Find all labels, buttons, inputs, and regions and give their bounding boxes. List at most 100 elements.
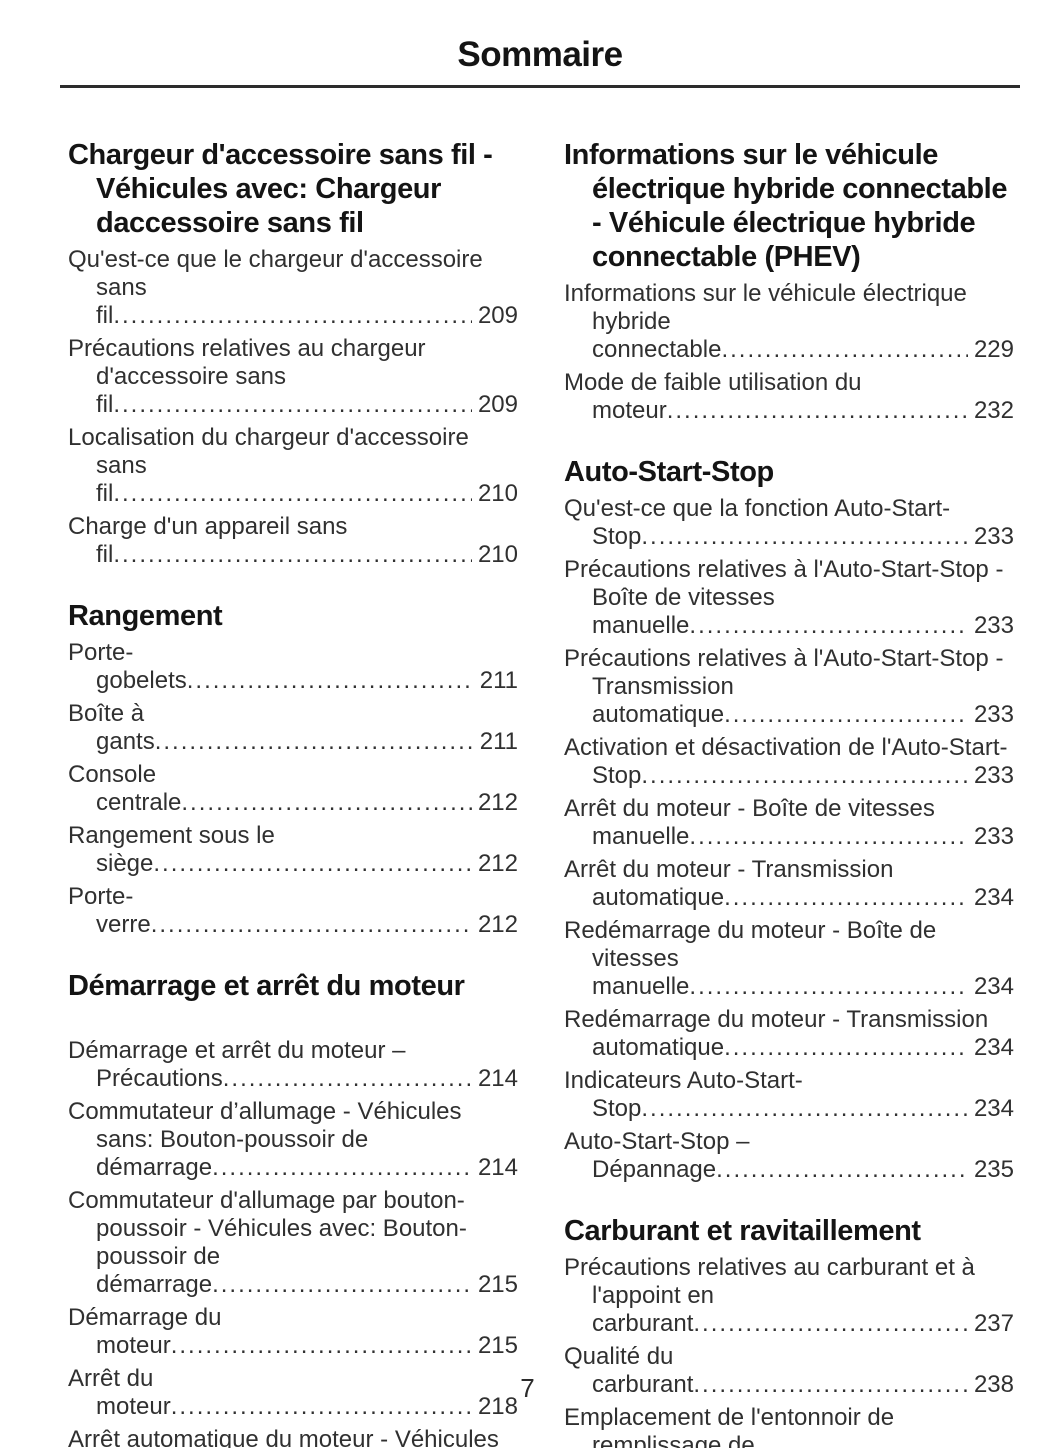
toc-entry-title: Redémarrage du moteur - Transmission aut… bbox=[564, 1006, 989, 1061]
dot-leader bbox=[223, 1065, 518, 1092]
toc-right-column: Informations sur le véhicule électrique … bbox=[564, 138, 1014, 1448]
dot-leader bbox=[689, 823, 1014, 850]
toc-section-carburant: Carburant et ravitaillement Précautions … bbox=[564, 1214, 1014, 1448]
dot-leader bbox=[113, 541, 518, 568]
toc-entry: Démarrage et arrêt du moteur – Précautio… bbox=[68, 1037, 518, 1093]
toc-entry-page-number: 234 bbox=[967, 973, 1014, 1001]
toc-entry-title: Emplacement de l'entonnoir de remplissag… bbox=[564, 1404, 895, 1448]
toc-entry: Précautions relatives à l'Auto-Start-Sto… bbox=[564, 556, 1014, 640]
footer-page-number: 7 bbox=[520, 1373, 535, 1403]
toc-entry-page-number: 212 bbox=[471, 911, 518, 939]
title-divider-rule bbox=[60, 85, 1020, 88]
section-heading: Informations sur le véhicule électrique … bbox=[564, 139, 1008, 273]
dot-leader bbox=[693, 1371, 1014, 1398]
toc-entry-title: Mode de faible utilisation du moteur bbox=[564, 369, 862, 424]
toc-entry-title: Porte-gobelets bbox=[68, 639, 187, 694]
toc-entry-page-number: 211 bbox=[473, 728, 518, 756]
toc-entry-page-number: 235 bbox=[967, 1156, 1014, 1184]
dot-leader bbox=[113, 480, 518, 507]
toc-entry-page-number: 211 bbox=[473, 667, 518, 695]
toc-entry-title: Porte-verre bbox=[68, 883, 151, 938]
toc-entry: Précautions relatives au chargeur d'acce… bbox=[68, 335, 518, 419]
dot-leader bbox=[181, 789, 518, 816]
toc-entry-title: Précautions relatives au carburant et à … bbox=[564, 1254, 975, 1337]
toc-entry-title: Précautions relatives à l'Auto-Start-Sto… bbox=[564, 645, 1004, 728]
toc-entry-page-number: 210 bbox=[471, 480, 518, 508]
toc-section-chargeur: Chargeur d'accessoire sans fil - Véhicul… bbox=[68, 138, 518, 569]
dot-leader bbox=[151, 911, 518, 938]
toc-entry: Arrêt du moteur - Boîte de vitesses manu… bbox=[564, 795, 1014, 851]
section-heading: Auto-Start-Stop bbox=[564, 456, 774, 488]
toc-entry-page-number: 237 bbox=[967, 1310, 1014, 1338]
toc-entry-page-number: 209 bbox=[471, 302, 518, 330]
toc-entry-page-number: 233 bbox=[967, 823, 1014, 851]
toc-section-rangement: Rangement Porte-gobelets 211 Boîte à gant… bbox=[68, 599, 518, 939]
toc-entry-title: Arrêt du moteur bbox=[68, 1365, 171, 1420]
toc-entry: Indicateurs Auto-Start-Stop 234 bbox=[564, 1067, 1014, 1123]
toc-entry-title: Localisation du chargeur d'accessoire sa… bbox=[68, 424, 469, 507]
toc-entry: Emplacement de l'entonnoir de remplissag… bbox=[564, 1404, 1014, 1448]
toc-entry-title: Console centrale bbox=[68, 761, 182, 816]
toc-entry-title: Auto-Start-Stop – Dépannage bbox=[564, 1128, 750, 1183]
toc-entry-page-number: 238 bbox=[967, 1371, 1014, 1399]
dot-leader bbox=[689, 612, 1014, 639]
toc-entry: Mode de faible utilisation du moteur 232 bbox=[564, 369, 1014, 425]
toc-entry: Précautions relatives à l'Auto-Start-Sto… bbox=[564, 645, 1014, 729]
toc-entry-page-number: 233 bbox=[967, 762, 1014, 790]
toc-entry-page-number: 214 bbox=[471, 1065, 518, 1093]
dot-leader bbox=[724, 701, 1014, 728]
dot-leader bbox=[641, 762, 1014, 789]
dot-leader bbox=[153, 850, 518, 877]
toc-entry-page-number: 232 bbox=[967, 397, 1014, 425]
toc-entry-title: Commutateur d'allumage par bouton-pousso… bbox=[68, 1187, 467, 1298]
toc-entry-title: Démarrage du moteur bbox=[68, 1304, 222, 1359]
dot-leader bbox=[155, 728, 518, 755]
toc-entry: Rangement sous le siège 212 bbox=[68, 822, 518, 878]
dot-leader bbox=[667, 397, 1014, 424]
toc-entry-page-number: 214 bbox=[471, 1154, 518, 1182]
toc-entry-title: Indicateurs Auto-Start-Stop bbox=[564, 1067, 803, 1122]
dot-leader bbox=[212, 1271, 518, 1298]
toc-entry-page-number: 234 bbox=[967, 1034, 1014, 1062]
toc-entry-page-number: 212 bbox=[471, 789, 518, 817]
toc-entry-title: Démarrage et arrêt du moteur – Précautio… bbox=[68, 1037, 406, 1092]
dot-leader bbox=[693, 1310, 1014, 1337]
toc-entry: Boîte à gants 211 bbox=[68, 700, 518, 756]
toc-entry-page-number: 212 bbox=[471, 850, 518, 878]
toc-entry-page-number: 218 bbox=[471, 1393, 518, 1421]
dot-leader bbox=[187, 667, 518, 694]
toc-entry: Charge d'un appareil sans fil 210 bbox=[68, 513, 518, 569]
toc-entry: Activation et désactivation de l'Auto-St… bbox=[564, 734, 1014, 790]
toc-section-demarrage: Démarrage et arrêt du moteur Démarrage e… bbox=[68, 969, 518, 1448]
dot-leader bbox=[716, 1156, 1014, 1183]
toc-columns: Chargeur d'accessoire sans fil - Véhicul… bbox=[68, 138, 1055, 1448]
toc-entry-title: Précautions relatives au chargeur d'acce… bbox=[68, 335, 426, 418]
dot-leader bbox=[724, 1034, 1014, 1061]
toc-entry-title: Qu'est-ce que la fonction Auto-Start-Sto… bbox=[564, 495, 951, 550]
toc-entry: Précautions relatives au carburant et à … bbox=[564, 1254, 1014, 1338]
toc-entry-title: Qualité du carburant bbox=[564, 1343, 694, 1398]
dot-leader bbox=[113, 391, 518, 418]
dot-leader bbox=[113, 302, 518, 329]
toc-entry: Console centrale 212 bbox=[68, 761, 518, 817]
dot-leader bbox=[171, 1332, 518, 1359]
toc-section-phev: Informations sur le véhicule électrique … bbox=[564, 138, 1014, 425]
toc-entry-page-number: 210 bbox=[471, 541, 518, 569]
toc-entry: Redémarrage du moteur - Boîte de vitesse… bbox=[564, 917, 1014, 1001]
toc-entry-page-number: 215 bbox=[471, 1332, 518, 1360]
toc-entry: Informations sur le véhicule électrique … bbox=[564, 280, 1014, 364]
dot-leader bbox=[212, 1154, 518, 1181]
toc-entry-title: Qu'est-ce que le chargeur d'accessoire s… bbox=[68, 246, 483, 329]
toc-entry: Qu'est-ce que le chargeur d'accessoire s… bbox=[68, 246, 518, 330]
dot-leader bbox=[724, 884, 1014, 911]
toc-entry: Qualité du carburant 238 bbox=[564, 1343, 1014, 1399]
toc-entry-page-number: 229 bbox=[967, 336, 1014, 364]
toc-entry: Arrêt du moteur 218 bbox=[68, 1365, 518, 1421]
toc-entry: Arrêt du moteur - Transmission automatiq… bbox=[564, 856, 1014, 912]
toc-entry-title: Rangement sous le siège bbox=[68, 822, 275, 877]
toc-entry: Porte-gobelets 211 bbox=[68, 639, 518, 695]
toc-entry: Arrêt automatique du moteur - Véhicules … bbox=[68, 1426, 518, 1448]
toc-entry-title: Précautions relatives à l'Auto-Start-Sto… bbox=[564, 556, 1004, 639]
toc-entry-page-number: 234 bbox=[967, 884, 1014, 912]
